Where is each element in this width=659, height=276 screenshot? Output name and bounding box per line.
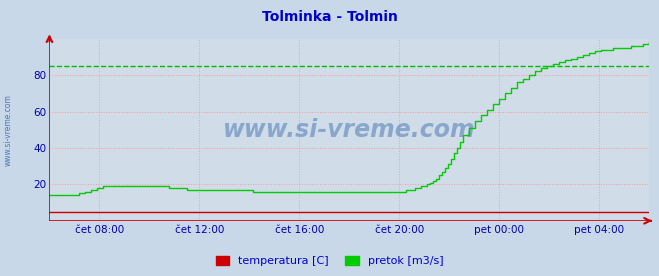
Text: www.si-vreme.com: www.si-vreme.com	[223, 118, 476, 142]
Text: Tolminka - Tolmin: Tolminka - Tolmin	[262, 10, 397, 24]
Legend: temperatura [C], pretok [m3/s]: temperatura [C], pretok [m3/s]	[212, 251, 447, 270]
Text: www.si-vreme.com: www.si-vreme.com	[3, 94, 13, 166]
